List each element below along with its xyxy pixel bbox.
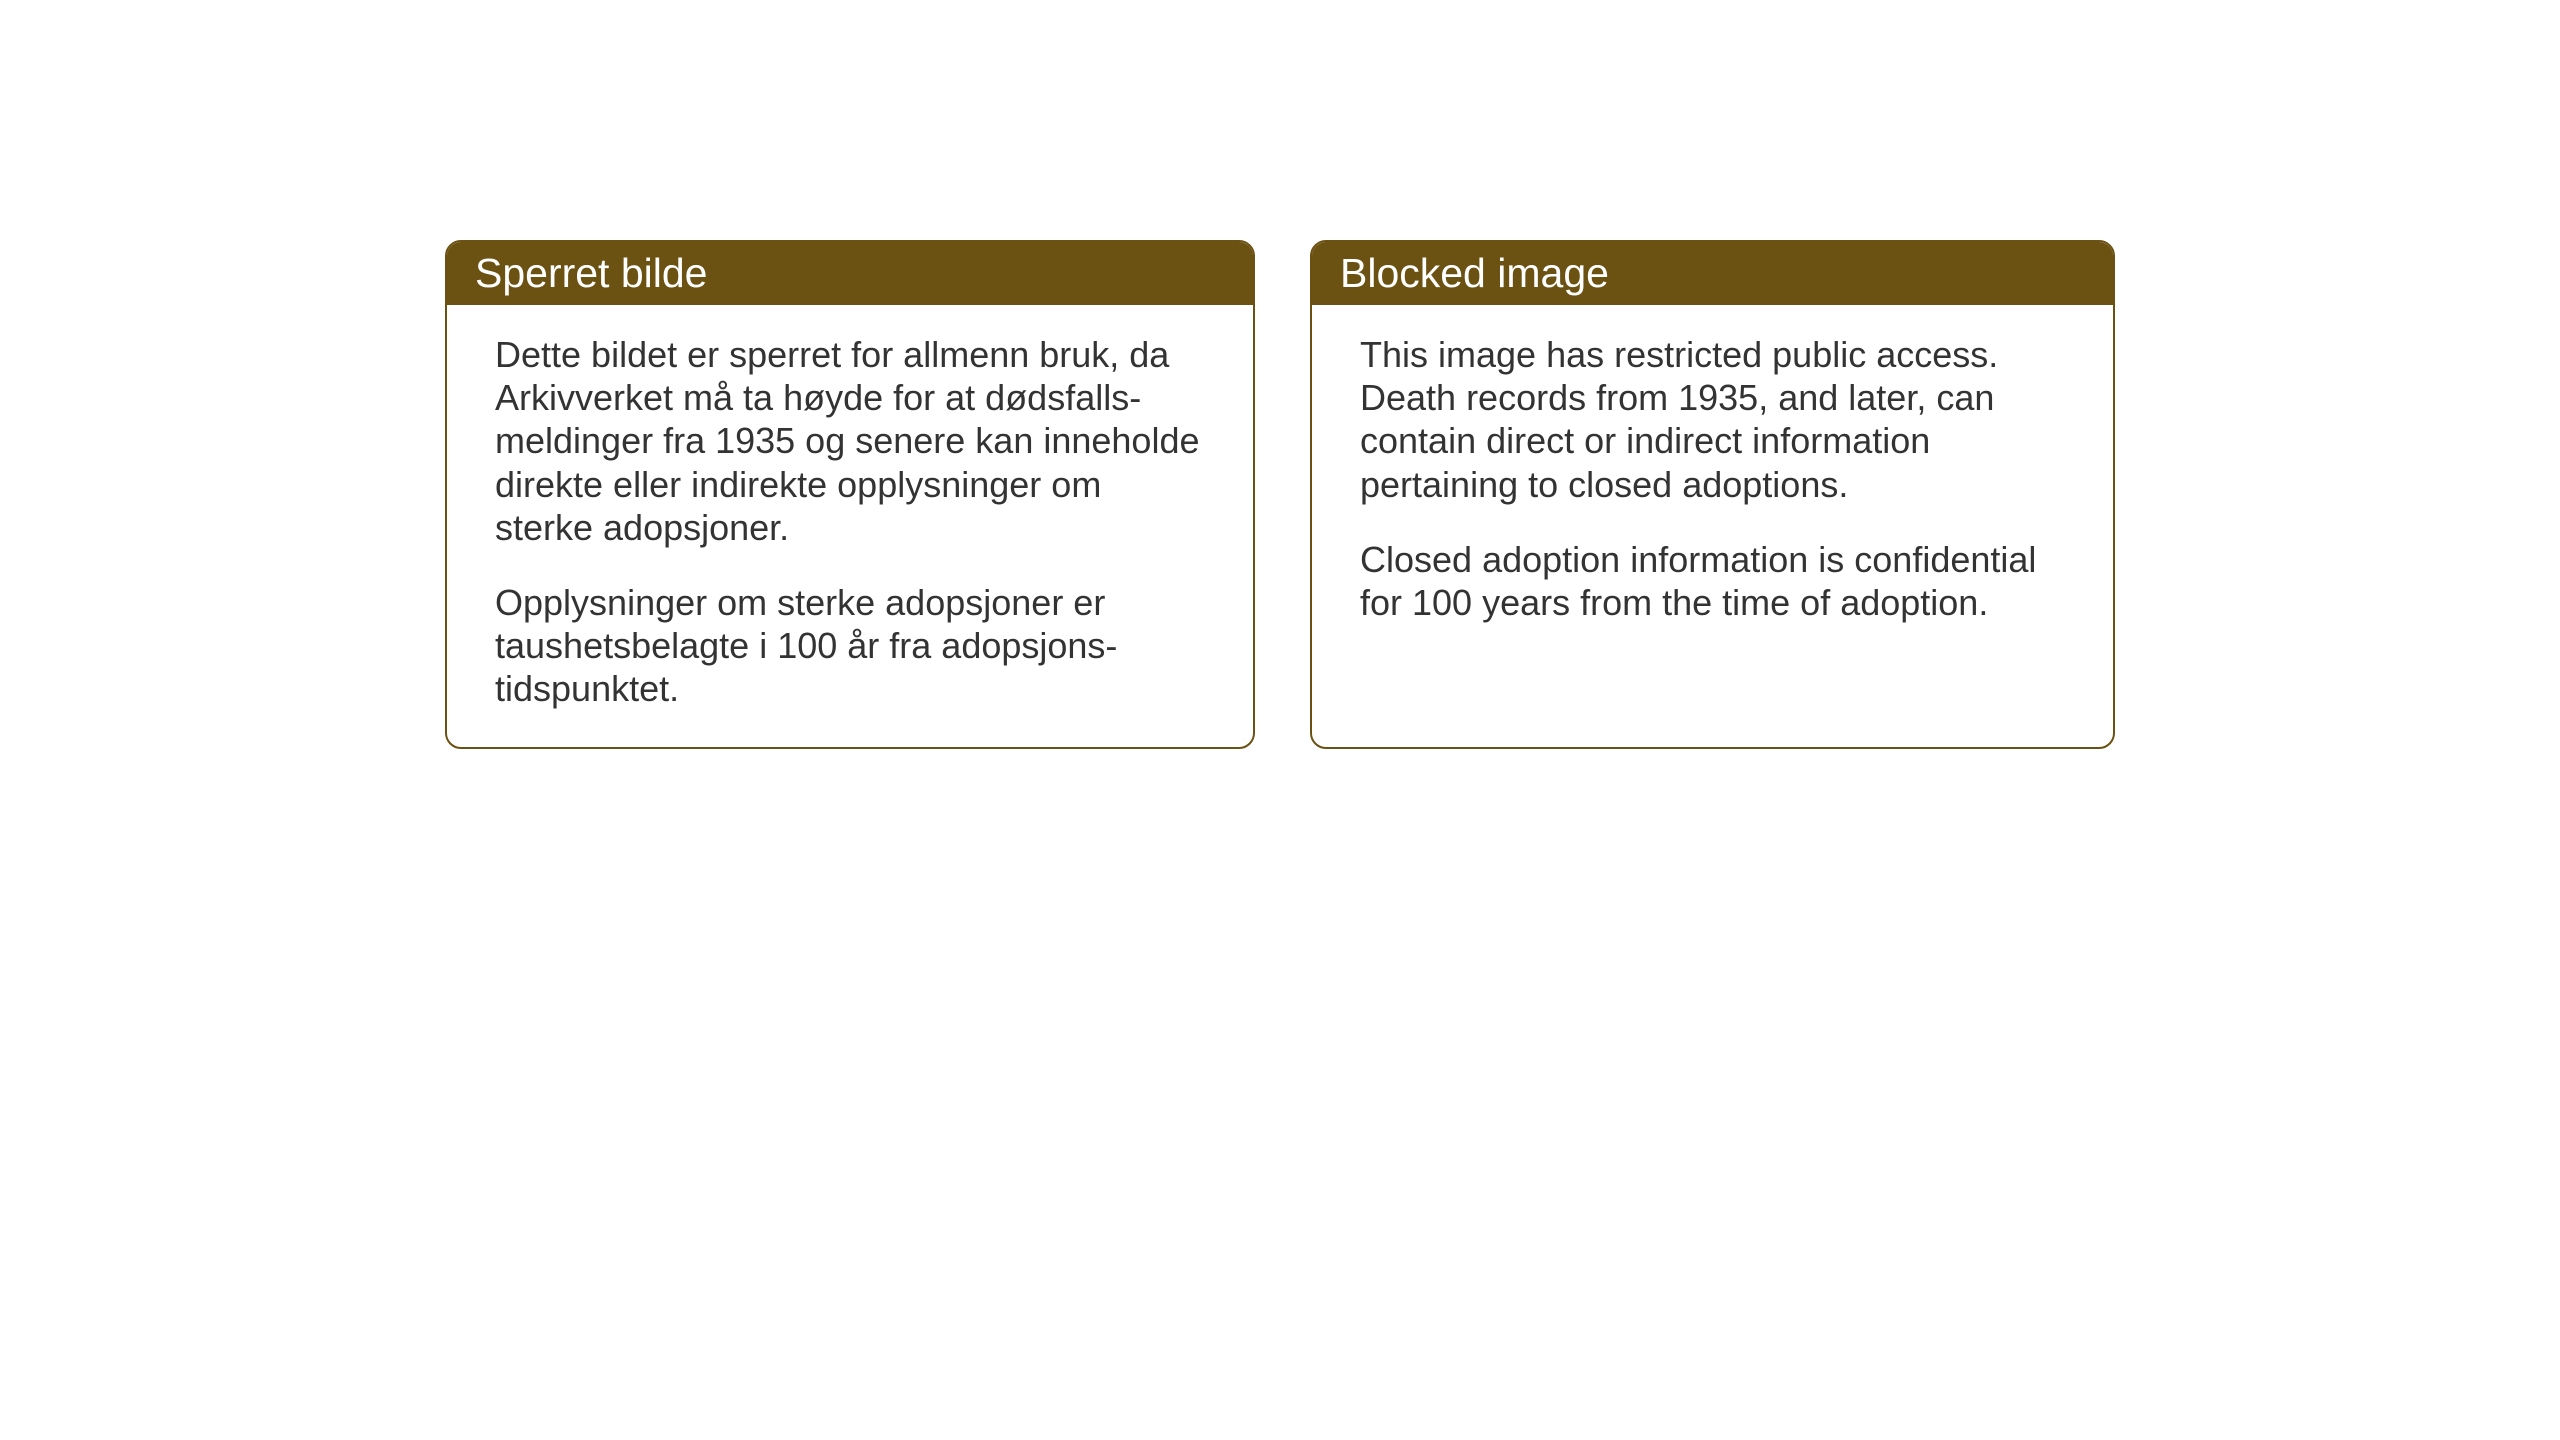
norwegian-paragraph-2: Opplysninger om sterke adopsjoner er tau…	[495, 581, 1205, 711]
notice-cards-container: Sperret bilde Dette bildet er sperret fo…	[445, 240, 2115, 749]
english-paragraph-2: Closed adoption information is confident…	[1360, 538, 2065, 624]
english-paragraph-1: This image has restricted public access.…	[1360, 333, 2065, 506]
norwegian-card-body: Dette bildet er sperret for allmenn bruk…	[447, 305, 1253, 747]
norwegian-card-title: Sperret bilde	[447, 242, 1253, 305]
english-notice-card: Blocked image This image has restricted …	[1310, 240, 2115, 749]
english-card-body: This image has restricted public access.…	[1312, 305, 2113, 744]
norwegian-paragraph-1: Dette bildet er sperret for allmenn bruk…	[495, 333, 1205, 549]
norwegian-notice-card: Sperret bilde Dette bildet er sperret fo…	[445, 240, 1255, 749]
english-card-title: Blocked image	[1312, 242, 2113, 305]
